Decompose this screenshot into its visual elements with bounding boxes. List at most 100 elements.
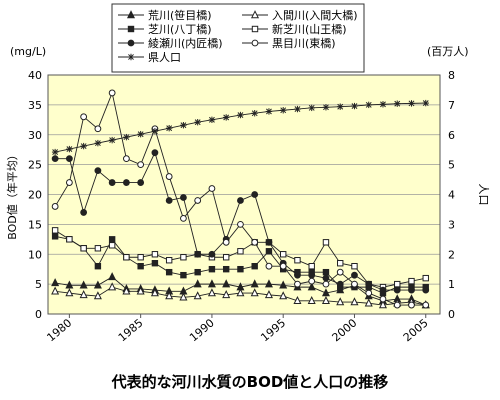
data-point: [65, 280, 74, 289]
data-point: [222, 114, 230, 121]
legend-item: 綾瀬川(内匠橋): [118, 36, 223, 50]
x-tick-label: 2000: [330, 316, 360, 344]
data-point: [51, 155, 59, 163]
legend-label: 綾瀬川(内匠橋): [148, 36, 223, 50]
data-point: [165, 197, 173, 204]
data-point: [279, 291, 288, 300]
legend-marker: [127, 25, 135, 33]
data-point: [65, 155, 73, 163]
data-point: [165, 291, 174, 300]
data-point: [137, 161, 145, 169]
y-left-tick-label: 35: [28, 99, 42, 112]
data-point: [322, 239, 330, 246]
data-point: [293, 296, 302, 305]
data-point: [94, 167, 102, 175]
data-point: [123, 254, 130, 261]
y-right-tick-label: 6: [448, 129, 455, 142]
data-point: [165, 124, 173, 132]
data-point: [51, 278, 60, 287]
data-point: [264, 279, 273, 288]
data-point: [408, 277, 415, 285]
y-left-tick-label: 10: [28, 248, 42, 261]
data-point: [108, 236, 116, 243]
data-point: [93, 291, 102, 300]
data-point: [151, 127, 159, 135]
y-left-tick-label: 40: [28, 69, 42, 82]
data-point: [193, 291, 202, 300]
x-tick-label: 1990: [187, 316, 217, 344]
data-point: [351, 271, 358, 279]
data-point: [265, 238, 273, 246]
data-point: [93, 280, 102, 289]
legend-marker: [250, 10, 260, 19]
data-point: [94, 263, 102, 270]
data-point: [379, 286, 387, 294]
data-point: [307, 282, 316, 291]
legend-label: 芝川(八丁橋): [148, 22, 212, 36]
data-point: [351, 280, 358, 288]
data-point: [379, 101, 387, 108]
data-point: [222, 238, 230, 246]
data-point: [180, 254, 187, 261]
data-point: [137, 179, 145, 186]
data-point: [137, 254, 144, 261]
y-left-tick-label: 25: [28, 159, 42, 172]
data-point: [51, 148, 59, 156]
legend-label: 入間川(入間大橋): [272, 8, 358, 22]
data-point: [208, 116, 216, 124]
data-point: [108, 242, 116, 249]
y-left-tick-label: 0: [35, 308, 42, 321]
y-right-unit: (百万人): [427, 45, 469, 58]
legend-item: 黒目川(東橋): [242, 36, 336, 50]
data-point: [237, 111, 244, 119]
data-point: [66, 236, 73, 243]
data-point: [321, 296, 330, 305]
data-point: [180, 121, 187, 129]
y-right-tick-label: 2: [448, 248, 455, 261]
x-tick-label: 2005: [401, 316, 431, 344]
data-point: [108, 89, 116, 97]
data-point: [137, 263, 144, 270]
data-point: [79, 290, 88, 299]
data-point: [180, 194, 187, 201]
data-point: [422, 99, 429, 107]
legend-marker: [127, 39, 135, 47]
data-point: [265, 262, 273, 270]
data-point: [180, 215, 187, 222]
data-point: [337, 103, 344, 110]
data-point: [393, 286, 401, 294]
data-point: [365, 101, 372, 109]
data-point: [51, 203, 59, 210]
data-point: [364, 298, 373, 307]
data-point: [108, 136, 116, 144]
data-point: [379, 295, 387, 303]
y-right-tick-label: 3: [448, 218, 455, 231]
legend-marker: [251, 39, 259, 47]
data-point: [94, 245, 102, 252]
series-4: [51, 149, 430, 294]
data-point: [94, 139, 102, 147]
series-5: [51, 89, 430, 309]
data-point: [122, 286, 131, 295]
data-point: [123, 179, 130, 186]
data-point: [294, 280, 301, 288]
y-left-tick-label: 30: [28, 129, 42, 142]
data-point: [351, 102, 358, 110]
data-point: [294, 105, 301, 113]
data-point: [151, 251, 159, 258]
data-point: [322, 274, 330, 282]
data-point: [280, 251, 287, 258]
legend-item: 新芝川(山王橋): [242, 22, 347, 36]
data-point: [408, 286, 415, 294]
data-point: [394, 100, 401, 107]
data-point: [65, 288, 74, 297]
data-point: [237, 248, 244, 255]
data-point: [123, 155, 130, 163]
data-point: [207, 279, 216, 288]
data-point: [80, 245, 87, 252]
data-point: [80, 113, 88, 121]
data-point: [408, 100, 415, 107]
data-point: [237, 265, 244, 273]
y-right-tick-label: 5: [448, 159, 455, 172]
